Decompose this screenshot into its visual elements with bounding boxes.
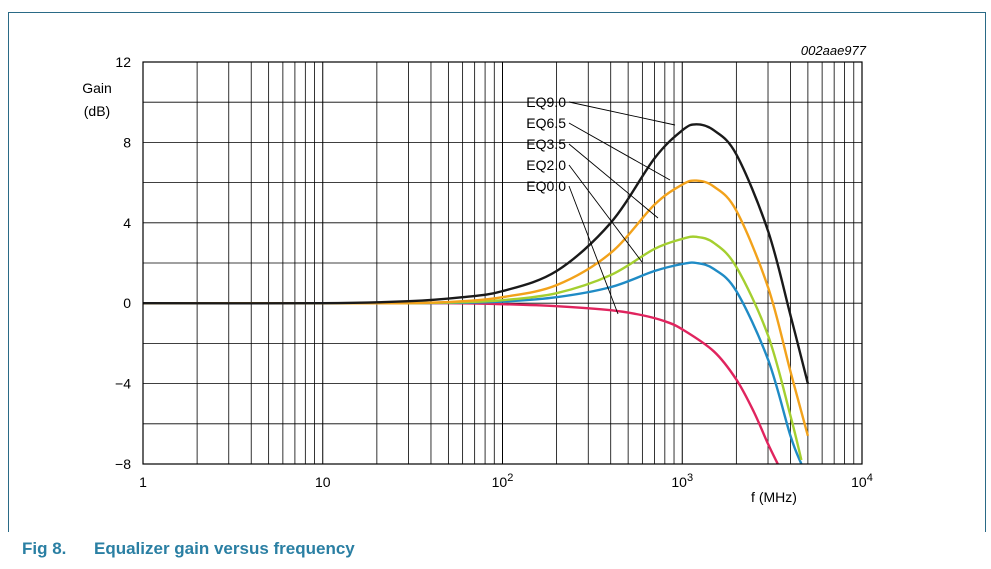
series-leader-line	[568, 143, 659, 219]
series-leader-line	[568, 101, 676, 126]
figure-caption: Fig 8. Equalizer gain versus frequency	[22, 539, 355, 559]
y-tick-label: −4	[115, 376, 131, 392]
plot-border	[142, 61, 863, 465]
x-axis-label: f (MHz)	[751, 489, 797, 505]
x-tick-label: 103	[671, 472, 693, 490]
series-label-eq6-5: EQ6.5	[526, 115, 566, 131]
y-axis-label-line2: (dB)	[84, 103, 110, 119]
y-tick-label: 0	[123, 295, 131, 311]
series-label-eq9-0: EQ9.0	[526, 94, 566, 110]
grid	[142, 61, 862, 465]
series-line-eq3-5	[143, 235, 803, 461]
x-tick-label: 10	[315, 474, 331, 490]
y-tick-label: −8	[115, 456, 131, 472]
series-labels: EQ9.0 EQ6.5 EQ3.5 EQ2.0 EQ0.0	[526, 94, 676, 315]
figure-title: Equalizer gain versus frequency	[94, 539, 355, 558]
x-tick-label: 104	[851, 472, 873, 490]
series-leader-line	[568, 164, 643, 263]
tick-labels: 12 8 4 0 −4 −8 1 10 102 103 104	[115, 54, 873, 490]
y-axis-label-line1: Gain	[82, 80, 112, 96]
y-tick-label: 4	[123, 215, 131, 231]
y-tick-label: 8	[123, 134, 131, 150]
x-tick-label: 102	[492, 472, 514, 490]
series-line-eq2-0	[143, 261, 803, 465]
series-line-eq9-0	[142, 123, 810, 384]
series-line-eq6-5	[143, 179, 810, 437]
figure-frame	[8, 12, 986, 532]
series-leader-line	[568, 185, 619, 315]
series-label-eq2-0: EQ2.0	[526, 157, 566, 173]
series-curves	[142, 123, 810, 465]
y-tick-label: 12	[115, 54, 131, 70]
figure-id: 002aae977	[801, 43, 867, 58]
x-tick-label: 1	[139, 474, 147, 490]
series-label-eq3-5: EQ3.5	[526, 136, 566, 152]
series-leader-line	[568, 122, 671, 181]
figure-number: Fig 8.	[22, 539, 67, 558]
series-label-eq0-0: EQ0.0	[526, 178, 566, 194]
